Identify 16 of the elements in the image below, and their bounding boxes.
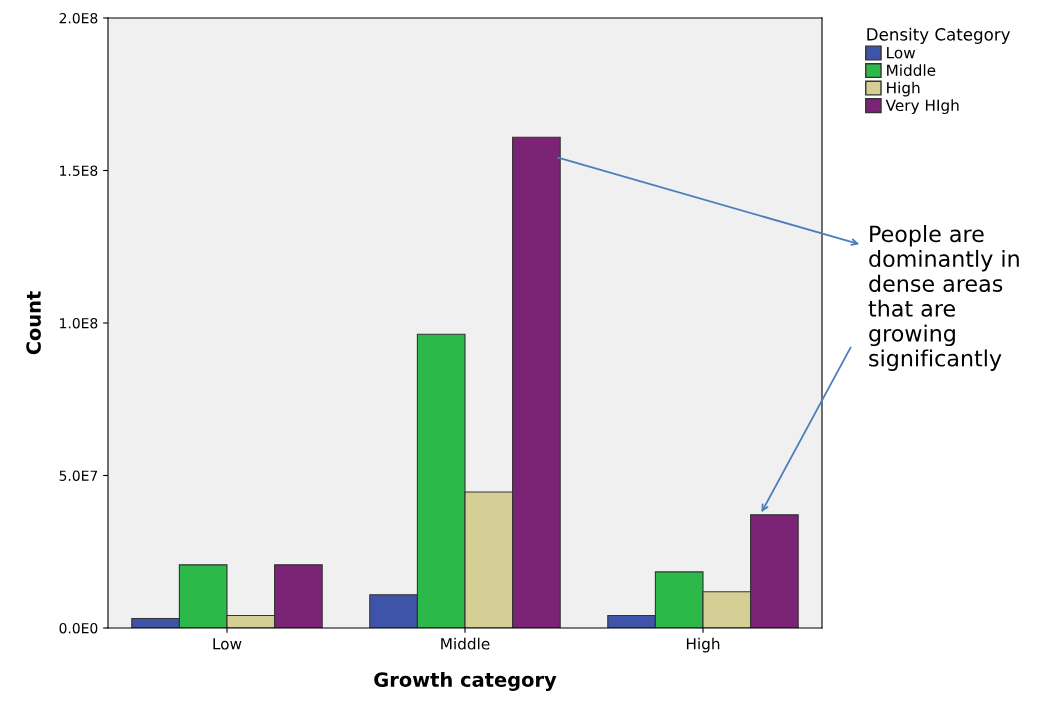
x-tick-label: Middle <box>441 637 490 650</box>
y-tick-label: 0.0E0 <box>59 622 98 634</box>
legend-label: Middle <box>887 64 936 76</box>
x-tick-label: Low <box>213 638 242 650</box>
legend-title: Density Category <box>867 27 1011 44</box>
y-tick-label: 1.0E8 <box>60 317 98 329</box>
y-tick-label: 1.5E8 <box>60 165 98 176</box>
legend-label: Low <box>887 47 916 59</box>
y-tick-label: 5.0E7 <box>59 470 98 481</box>
legend-label: Very HIgh <box>885 99 959 115</box>
x-tick-label: High <box>686 637 720 653</box>
y-axis-title: Count <box>26 291 41 355</box>
legend-label: High <box>887 81 920 97</box>
x-axis-title: Growth category <box>374 671 557 691</box>
text: People are dominantly in dense areas that are growing significantly <box>868 225 1019 371</box>
y-tick-label: 2.0E8 <box>59 12 98 24</box>
